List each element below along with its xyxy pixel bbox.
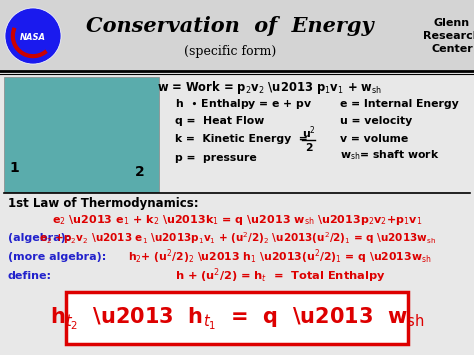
- Text: h$_2$+ (u$^2$/2)$_2$ \u2013 h$_1$ \u2013(u$^2$/2)$_1$ = q \u2013w$_{\sf sh}$: h$_2$+ (u$^2$/2)$_2$ \u2013 h$_1$ \u2013…: [128, 248, 432, 266]
- Circle shape: [5, 8, 61, 64]
- Text: (specific form): (specific form): [184, 45, 276, 59]
- Text: w = Work = p$_2$v$_2$ \u2013 p$_1$v$_1$ + w$_{\sf sh}$: w = Work = p$_2$v$_2$ \u2013 p$_1$v$_1$ …: [157, 78, 383, 95]
- Circle shape: [18, 21, 48, 51]
- FancyBboxPatch shape: [4, 77, 159, 192]
- Text: h + (u$^2$/2) = h$_t$  =  Total Enthalpy: h + (u$^2$/2) = h$_t$ = Total Enthalpy: [175, 267, 385, 285]
- FancyBboxPatch shape: [66, 292, 408, 344]
- Text: 1st Law of Thermodynamics:: 1st Law of Thermodynamics:: [8, 197, 199, 211]
- Text: e$_2$ \u2013 e$_1$ + k$_2$ \u2013k$_1$ = q \u2013 w$_{\sf sh}$ \u2013p$_2$v$_2$+: e$_2$ \u2013 e$_1$ + k$_2$ \u2013k$_1$ =…: [52, 213, 422, 227]
- Bar: [0, 72, 474, 355]
- Text: p =  pressure: p = pressure: [175, 153, 257, 163]
- Text: NASA: NASA: [20, 33, 46, 43]
- Text: k =  Kinetic Energy  =: k = Kinetic Energy =: [175, 134, 308, 144]
- Text: define:: define:: [8, 271, 52, 281]
- Text: (algebra):: (algebra):: [8, 233, 70, 243]
- Text: w$_{\sf sh}$= shaft work: w$_{\sf sh}$= shaft work: [340, 148, 440, 162]
- Text: q =  Heat Flow: q = Heat Flow: [175, 116, 264, 126]
- Text: Conservation  of  Energy: Conservation of Energy: [86, 16, 374, 36]
- Text: u = velocity: u = velocity: [340, 116, 412, 126]
- Text: 2: 2: [305, 143, 313, 153]
- Text: e = Internal Energy: e = Internal Energy: [340, 99, 459, 109]
- Text: 1: 1: [9, 161, 19, 175]
- Text: v = volume: v = volume: [340, 134, 408, 144]
- Text: (more algebra):: (more algebra):: [8, 252, 106, 262]
- Bar: [0, 0, 474, 72]
- Text: e$_2$ +p$_2$v$_2$ \u2013 e$_1$ \u2013p$_1$v$_1$ + (u$^2$/2)$_2$ \u2013(u$^2$/2)$: e$_2$ +p$_2$v$_2$ \u2013 e$_1$ \u2013p$_…: [38, 230, 436, 246]
- Text: u$^2$: u$^2$: [302, 125, 316, 141]
- Text: h$_{t_2}$  \u2013  h$_{t_1}$  =  q  \u2013  w$_{\sf sh}$: h$_{t_2}$ \u2013 h$_{t_1}$ = q \u2013 w$…: [50, 306, 424, 332]
- Text: Glenn
Research
Center: Glenn Research Center: [423, 18, 474, 54]
- Text: 2: 2: [135, 165, 145, 179]
- Text: h  $\bullet$ Enthalpy = e + pv: h $\bullet$ Enthalpy = e + pv: [175, 97, 312, 111]
